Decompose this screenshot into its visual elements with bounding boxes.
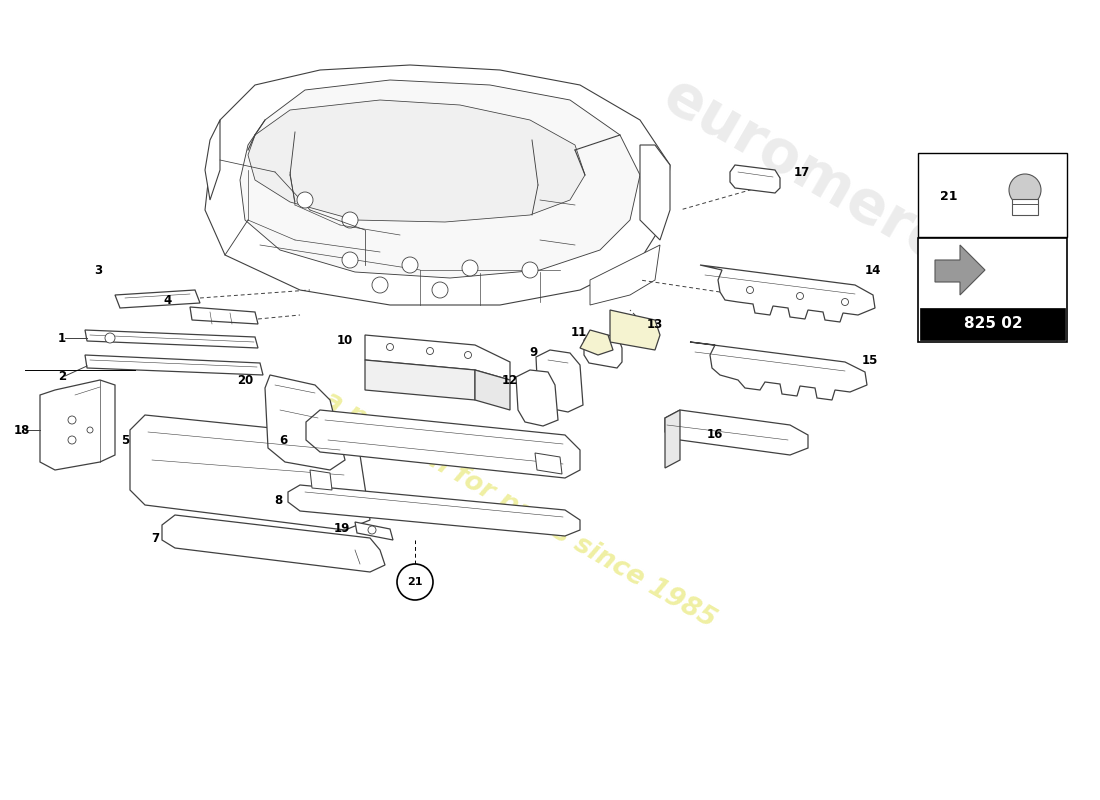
Polygon shape bbox=[590, 245, 660, 305]
Text: 9: 9 bbox=[530, 346, 538, 358]
Circle shape bbox=[342, 212, 358, 228]
Text: 12: 12 bbox=[502, 374, 518, 386]
Text: 14: 14 bbox=[865, 263, 881, 277]
Circle shape bbox=[397, 564, 433, 600]
Text: 825 02: 825 02 bbox=[964, 317, 1022, 331]
Circle shape bbox=[842, 298, 848, 306]
Circle shape bbox=[297, 192, 313, 208]
Text: 21: 21 bbox=[940, 190, 957, 202]
Polygon shape bbox=[190, 307, 258, 324]
Polygon shape bbox=[666, 410, 808, 455]
Text: 3: 3 bbox=[94, 263, 102, 277]
Polygon shape bbox=[365, 335, 510, 380]
Circle shape bbox=[386, 343, 394, 350]
Polygon shape bbox=[666, 410, 680, 468]
Text: 7: 7 bbox=[151, 531, 160, 545]
Polygon shape bbox=[310, 470, 332, 490]
Polygon shape bbox=[85, 355, 263, 375]
Circle shape bbox=[68, 416, 76, 424]
Polygon shape bbox=[85, 330, 258, 348]
Circle shape bbox=[87, 427, 94, 433]
Text: 15: 15 bbox=[861, 354, 878, 366]
Text: a passion for parts since 1985: a passion for parts since 1985 bbox=[319, 386, 720, 634]
Circle shape bbox=[427, 347, 433, 354]
Polygon shape bbox=[162, 515, 385, 572]
Text: euromeres: euromeres bbox=[652, 67, 988, 293]
Circle shape bbox=[368, 526, 376, 534]
Polygon shape bbox=[580, 330, 613, 355]
Polygon shape bbox=[475, 370, 510, 410]
Text: 19: 19 bbox=[333, 522, 350, 534]
Polygon shape bbox=[610, 310, 660, 350]
Text: 11: 11 bbox=[571, 326, 587, 338]
Polygon shape bbox=[130, 415, 370, 530]
Polygon shape bbox=[265, 375, 345, 470]
FancyBboxPatch shape bbox=[918, 238, 1067, 342]
Polygon shape bbox=[640, 145, 670, 240]
Text: 20: 20 bbox=[236, 374, 253, 386]
Text: 18: 18 bbox=[14, 423, 30, 437]
Circle shape bbox=[372, 277, 388, 293]
Polygon shape bbox=[205, 65, 670, 305]
Circle shape bbox=[1009, 174, 1041, 206]
Circle shape bbox=[796, 293, 803, 299]
Text: 21: 21 bbox=[407, 577, 422, 587]
Polygon shape bbox=[116, 290, 200, 308]
Circle shape bbox=[342, 252, 358, 268]
Text: 16: 16 bbox=[707, 429, 723, 442]
Polygon shape bbox=[535, 453, 562, 474]
Text: 2: 2 bbox=[58, 370, 66, 382]
Circle shape bbox=[464, 351, 472, 358]
Polygon shape bbox=[690, 342, 867, 400]
Polygon shape bbox=[935, 245, 984, 295]
Text: 4: 4 bbox=[164, 294, 172, 307]
Circle shape bbox=[747, 286, 754, 294]
Circle shape bbox=[522, 262, 538, 278]
Polygon shape bbox=[730, 165, 780, 193]
Text: 10: 10 bbox=[337, 334, 353, 346]
FancyBboxPatch shape bbox=[1012, 199, 1038, 215]
Polygon shape bbox=[355, 522, 393, 540]
Text: 1: 1 bbox=[58, 331, 66, 345]
FancyBboxPatch shape bbox=[920, 308, 1065, 340]
Circle shape bbox=[104, 333, 116, 343]
Polygon shape bbox=[306, 410, 580, 478]
Circle shape bbox=[402, 257, 418, 273]
Polygon shape bbox=[584, 332, 621, 368]
Polygon shape bbox=[205, 120, 220, 200]
Text: 5: 5 bbox=[121, 434, 129, 446]
Polygon shape bbox=[288, 485, 580, 536]
Polygon shape bbox=[365, 360, 475, 400]
Polygon shape bbox=[40, 380, 116, 470]
Circle shape bbox=[432, 282, 448, 298]
Polygon shape bbox=[248, 100, 585, 222]
Circle shape bbox=[462, 260, 478, 276]
Text: 17: 17 bbox=[794, 166, 810, 178]
Polygon shape bbox=[700, 265, 874, 322]
Polygon shape bbox=[536, 350, 583, 412]
Polygon shape bbox=[240, 80, 640, 278]
Text: 8: 8 bbox=[274, 494, 282, 506]
Polygon shape bbox=[516, 370, 558, 426]
Circle shape bbox=[68, 436, 76, 444]
Text: 6: 6 bbox=[279, 434, 287, 446]
Text: 13: 13 bbox=[647, 318, 663, 331]
FancyBboxPatch shape bbox=[918, 153, 1067, 237]
